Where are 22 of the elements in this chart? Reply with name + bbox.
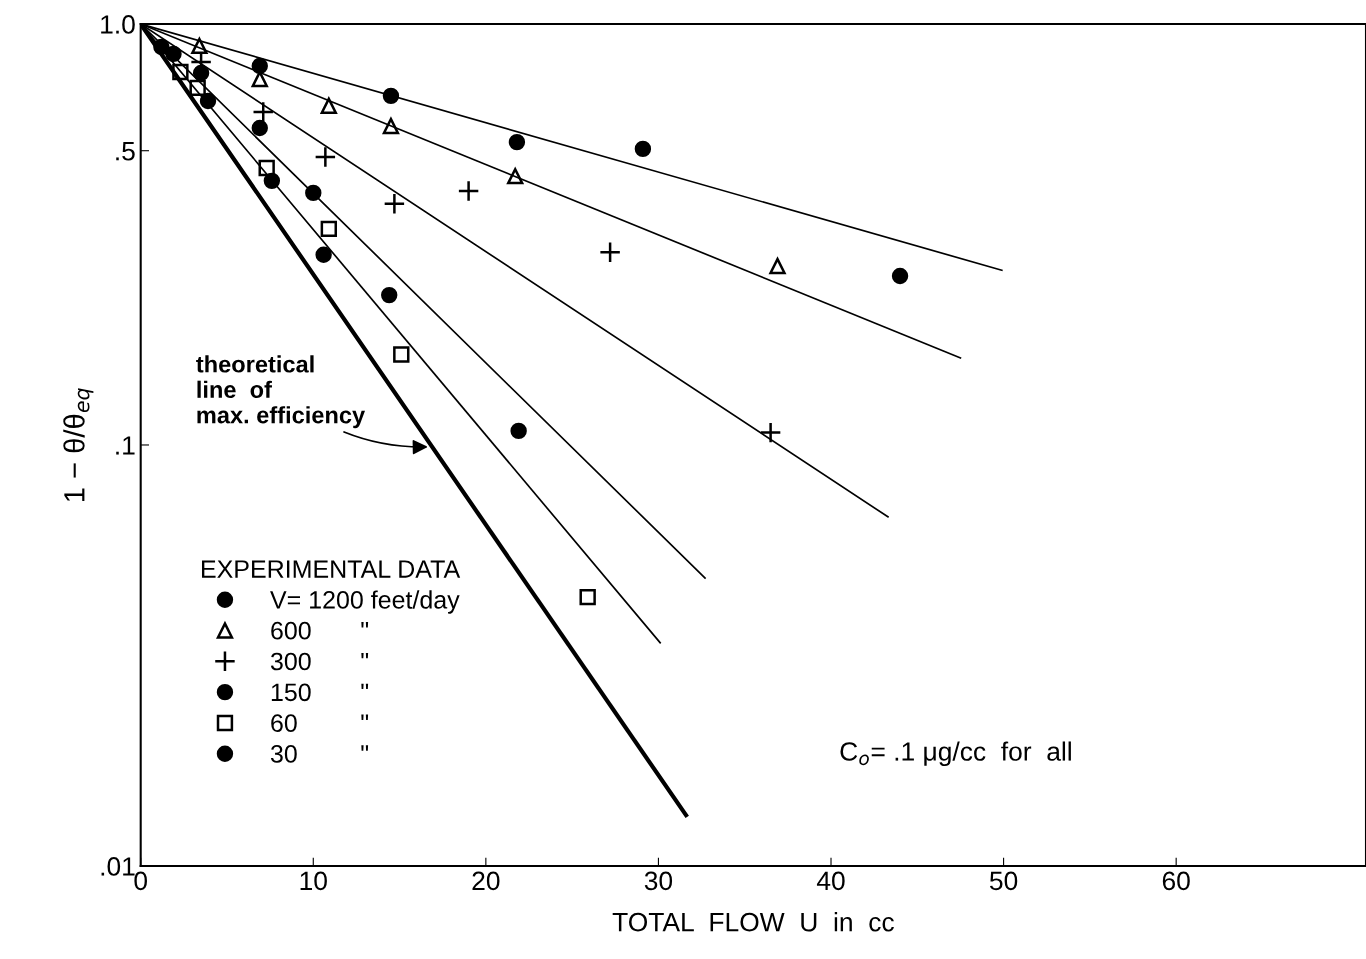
annotation: C$_{o}$= .1 μg/cc for all: [840, 741, 1071, 767]
legend-label: 600 ": [271, 621, 369, 640]
legend-label: 300 ": [270, 652, 369, 671]
x-tick-label: 0: [134, 871, 147, 891]
y-tick-label: .01: [101, 857, 135, 876]
legend-label: 150 ": [271, 683, 369, 702]
y-axis-title: 1 − θ/θ$_{eq}$: [63, 388, 94, 502]
legend-label: 30 ": [270, 745, 369, 763]
y-tick-label: 1.0: [101, 15, 135, 34]
x-tick-label: 20: [472, 871, 500, 891]
legend-title: EXPERIMENTAL DATA: [202, 560, 461, 578]
x-tick-label: 40: [816, 871, 845, 891]
y-tick-label: .1: [116, 436, 135, 455]
x-tick-label: 30: [644, 871, 673, 891]
legend-label: V= 1200 feet/day: [270, 590, 460, 614]
annotation: theoretical line of max. efficiency: [196, 355, 366, 429]
y-tick-label: .5: [116, 142, 135, 161]
x-axis-title: TOTAL FLOW U in cc: [612, 912, 894, 932]
x-tick-label: 60: [1162, 871, 1190, 891]
x-tick-label: 10: [300, 871, 327, 891]
x-tick-label: 50: [989, 871, 1018, 891]
legend-label: 60 ": [271, 714, 369, 732]
